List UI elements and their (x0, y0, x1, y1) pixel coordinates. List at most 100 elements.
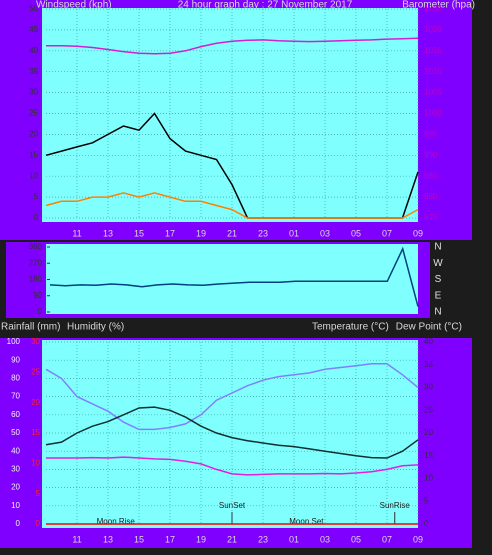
y2-tick-label: 25 (424, 405, 433, 414)
y-tick-label: 30 (11, 465, 20, 474)
y2-tick-label: 1015 (424, 46, 442, 55)
y-tick-label: 360 (29, 242, 43, 251)
y2-tick-label: 1020 (424, 25, 442, 34)
series-line (45, 192, 419, 219)
annotation: Moon Set (289, 517, 324, 526)
series-line (45, 363, 419, 431)
y-tick-label: 15 (29, 150, 38, 159)
y2-tick-label: 985 (424, 171, 438, 180)
x-tick-label: 23 (258, 228, 268, 238)
x-tick-label: 03 (320, 228, 330, 238)
x-tick-label: 15 (134, 228, 144, 238)
y3-tick-label: 30 (31, 337, 40, 346)
y2-tick-label: 1000 (424, 109, 442, 118)
y-tick-label: 180 (29, 275, 43, 284)
y-tick-label: 0 (34, 213, 39, 222)
annotation: SunRise (380, 501, 411, 510)
y2-tick-label: 20 (424, 428, 433, 437)
series-line (46, 37, 419, 55)
y-tick-label: 0 (38, 307, 43, 316)
y2-tick-label: 35 (424, 360, 433, 369)
y3-tick-label: 15 (31, 428, 40, 437)
annotation: SunSet (219, 501, 246, 510)
plot-area (42, 8, 418, 222)
y-tick-label: 5 (34, 192, 39, 201)
y-tick-label: 20 (29, 130, 38, 139)
chart-title: 24 hour graph day : 27 November 2017 (178, 0, 353, 11)
y-tick-label: 90 (33, 291, 42, 300)
x-tick-label: 21 (227, 228, 237, 238)
y3-tick-label: 20 (31, 398, 40, 407)
series-line (46, 456, 419, 476)
x-tick-label: 23 (258, 534, 268, 544)
y-axis-title: Windspeed (kph) (36, 0, 112, 11)
y2-tick-label: 10 (424, 474, 433, 483)
y2-tick-label: 975 (424, 213, 438, 222)
y-tick-label: 270 (29, 258, 43, 267)
y2-tick-label: 40 (424, 337, 433, 346)
x-tick-label: 11 (72, 534, 81, 544)
compass-label: N (434, 242, 441, 253)
y-tick-label: 25 (29, 109, 38, 118)
y2-tick-label: 1005 (424, 88, 442, 97)
y-tick-label: 45 (29, 25, 38, 34)
y-tick-label: 0 (16, 519, 21, 528)
x-tick-label: 13 (103, 534, 113, 544)
y3-tick-label: 10 (31, 458, 40, 467)
y-axis-title: Humidity (%) (67, 322, 124, 333)
x-tick-label: 05 (351, 534, 361, 544)
plot-area (46, 244, 418, 314)
y-tick-label: 35 (29, 67, 38, 76)
y-tick-label: 60 (11, 410, 20, 419)
y-tick-label: 70 (11, 392, 20, 401)
dew-axis-title: Dew Point (°C) (396, 322, 462, 333)
x-tick-label: 21 (227, 534, 237, 544)
y2-tick-label: 5 (424, 496, 429, 505)
y2-tick-label: 1025 (424, 4, 442, 13)
x-tick-label: 17 (165, 228, 175, 238)
y3-tick-label: 5 (36, 489, 41, 498)
annotation: Moon Rise (97, 517, 136, 526)
y-tick-label: 20 (11, 483, 20, 492)
x-tick-label: 19 (196, 228, 206, 238)
y-tick-label: 10 (11, 501, 20, 510)
x-tick-label: 03 (320, 534, 330, 544)
y-tick-label: 50 (29, 4, 38, 13)
y2-tick-label: 30 (424, 383, 433, 392)
y-tick-label: 40 (29, 46, 38, 55)
y-tick-label: 10 (29, 171, 38, 180)
y2-tick-label: 995 (424, 130, 438, 139)
x-tick-label: 17 (165, 534, 175, 544)
series-line (49, 246, 419, 307)
y2-tick-label: 1010 (424, 67, 442, 76)
x-tick-label: 13 (103, 228, 113, 238)
x-tick-label: 11 (72, 228, 81, 238)
y3-tick-label: 0 (36, 519, 41, 528)
compass-label: W (433, 258, 443, 269)
y2-tick-label: 0 (424, 519, 429, 528)
x-tick-label: 09 (413, 534, 423, 544)
y2-tick-label: 980 (424, 192, 438, 201)
x-tick-label: 05 (351, 228, 361, 238)
rain-axis-title: Rainfall (mm) (1, 322, 60, 333)
compass-label: S (435, 274, 442, 285)
y-tick-label: 30 (29, 88, 38, 97)
y-tick-label: 40 (11, 446, 20, 455)
x-tick-label: 07 (382, 228, 392, 238)
compass-label: E (435, 290, 442, 301)
x-tick-label: 15 (134, 534, 144, 544)
x-tick-label: 09 (413, 228, 423, 238)
series-line (45, 406, 419, 459)
y-tick-label: 50 (11, 428, 20, 437)
y-tick-label: 100 (7, 337, 21, 346)
plot-area (42, 340, 418, 528)
x-tick-label: 01 (289, 228, 299, 238)
y2-axis-title: Barometer (hpa) (402, 0, 475, 11)
x-tick-label: 19 (196, 534, 206, 544)
y2-tick-label: 990 (424, 150, 438, 159)
x-tick-label: 01 (289, 534, 299, 544)
y2-axis-title: Temperature (°C) (312, 322, 389, 333)
y-tick-label: 80 (11, 374, 20, 383)
y3-tick-label: 25 (31, 367, 40, 376)
